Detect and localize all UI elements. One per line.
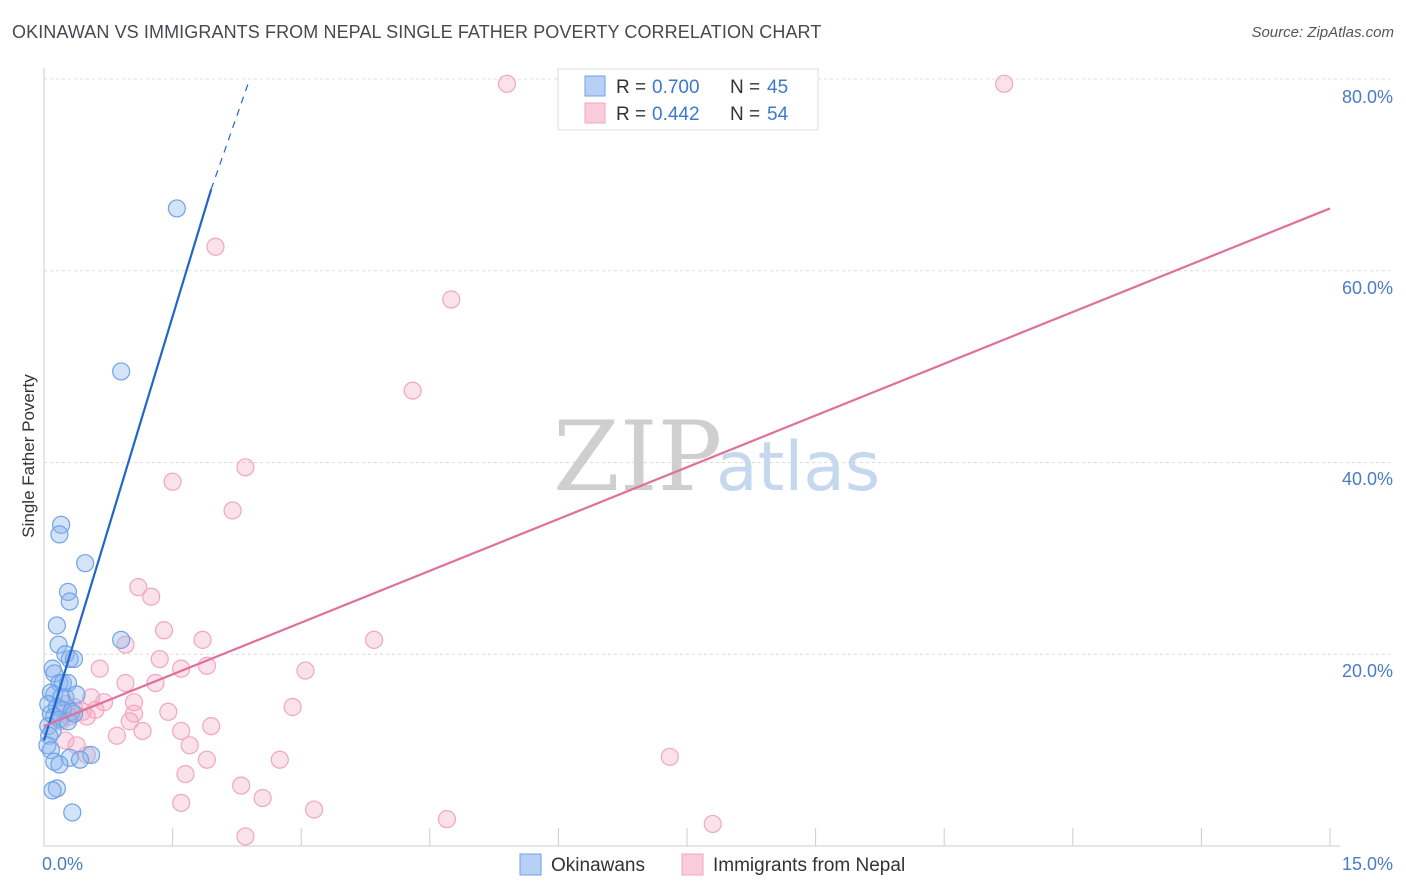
nepal-points xyxy=(52,74,1014,846)
okinawan-point xyxy=(45,752,64,771)
legend-r-label-nepal: R = xyxy=(616,104,651,125)
nepal-point xyxy=(223,501,242,520)
okinawan-point xyxy=(82,745,101,765)
nepal-point xyxy=(270,750,289,769)
watermark-atlas: atlas xyxy=(716,428,880,507)
nepal-point xyxy=(150,649,169,669)
okinawan-point xyxy=(43,781,62,800)
nepal-point xyxy=(703,814,722,834)
bottom-legend: Okinawans Immigrants from Nepal xyxy=(519,853,905,876)
nepal-point xyxy=(236,827,255,846)
y-axis-label: Single Father Poverty xyxy=(19,374,38,538)
nepal-point xyxy=(202,717,221,736)
bottom-legend-label-okinawans: Okinawans xyxy=(551,855,645,876)
nepal-point xyxy=(403,381,422,400)
okinawan-trend-line xyxy=(42,188,213,741)
y-tick-label-60: 60.0% xyxy=(1342,278,1393,298)
nepal-point xyxy=(107,726,126,745)
nepal-point xyxy=(129,578,148,597)
nepal-point xyxy=(176,764,195,784)
y-tick-label-40: 40.0% xyxy=(1342,469,1393,489)
okinawan-point xyxy=(112,630,131,649)
x-tick-label-max: 15.0% xyxy=(1342,854,1393,874)
nepal-point xyxy=(232,776,251,795)
watermark: ZIP atlas xyxy=(553,401,880,513)
okinawan-point xyxy=(49,635,68,654)
legend-swatch-okinawans xyxy=(584,75,606,97)
legend-swatch-nepal xyxy=(584,102,606,124)
nepal-point xyxy=(172,793,191,812)
okinawan-point xyxy=(70,750,90,769)
legend-r-label-okinawans: R = xyxy=(616,77,651,98)
okinawan-point xyxy=(41,741,60,760)
nepal-point xyxy=(206,237,225,256)
chart-title: OKINAWAN VS IMMIGRANTS FROM NEPAL SINGLE… xyxy=(12,22,822,42)
okinawan-point xyxy=(50,525,69,544)
nepal-point xyxy=(133,721,152,741)
bottom-legend-label-nepal: Immigrants from Nepal xyxy=(713,855,905,876)
nepal-point xyxy=(497,74,517,93)
nepal-point xyxy=(283,697,302,717)
nepal-point xyxy=(180,736,199,755)
nepal-point xyxy=(660,747,679,766)
nepal-point xyxy=(364,630,384,649)
nepal-point xyxy=(995,74,1014,93)
nepal-point xyxy=(142,587,161,606)
okinawan-trend-extension xyxy=(210,78,251,190)
nepal-point xyxy=(163,472,182,491)
grid-lines xyxy=(44,78,1392,655)
okinawan-point xyxy=(63,803,82,822)
y-tick-label-20: 20.0% xyxy=(1342,661,1393,681)
legend-r-value-okinawans: 0.700 xyxy=(652,77,700,98)
nepal-point xyxy=(437,810,457,829)
okinawan-point xyxy=(167,199,186,218)
okinawan-point xyxy=(47,616,66,635)
nepal-point xyxy=(253,788,272,808)
okinawan-point xyxy=(50,755,69,774)
nepal-point xyxy=(90,659,109,678)
legend-n-value-nepal: 54 xyxy=(767,104,789,125)
nepal-point xyxy=(296,661,315,680)
nepal-point xyxy=(159,702,178,721)
nepal-point xyxy=(154,621,174,640)
nepal-point xyxy=(116,673,135,693)
legend-n-label-okinawans: N = xyxy=(730,77,765,98)
okinawan-points xyxy=(38,199,186,822)
legend-r-value-nepal: 0.442 xyxy=(652,104,700,125)
nepal-point xyxy=(197,750,216,769)
nepal-point xyxy=(172,721,191,741)
legend-n-value-okinawans: 45 xyxy=(767,77,788,98)
okinawan-point xyxy=(60,592,79,611)
legend-n-label-nepal: N = xyxy=(730,104,765,125)
stats-legend: R = 0.700 N = 45 R = 0.442 N = 54 xyxy=(557,68,819,131)
bottom-legend-swatch-okinawans xyxy=(519,853,542,876)
nepal-point xyxy=(56,731,75,750)
source-label: Source: ZipAtlas.com xyxy=(1251,24,1394,41)
nepal-point xyxy=(304,800,324,819)
bottom-legend-swatch-nepal xyxy=(681,853,704,876)
nepal-point xyxy=(120,712,139,731)
nepal-point xyxy=(193,630,212,649)
axes xyxy=(43,68,1340,847)
x-tick-label-min: 0.0% xyxy=(42,854,83,874)
okinawan-point xyxy=(76,554,95,573)
nepal-trend-line xyxy=(43,207,1331,728)
nepal-point xyxy=(236,458,255,477)
y-tick-label-80: 80.0% xyxy=(1342,87,1393,107)
trend-lines xyxy=(42,78,1331,741)
nepal-point xyxy=(442,290,461,309)
watermark-zip: ZIP xyxy=(553,401,722,513)
okinawan-point xyxy=(67,685,86,704)
okinawan-point xyxy=(112,362,131,381)
